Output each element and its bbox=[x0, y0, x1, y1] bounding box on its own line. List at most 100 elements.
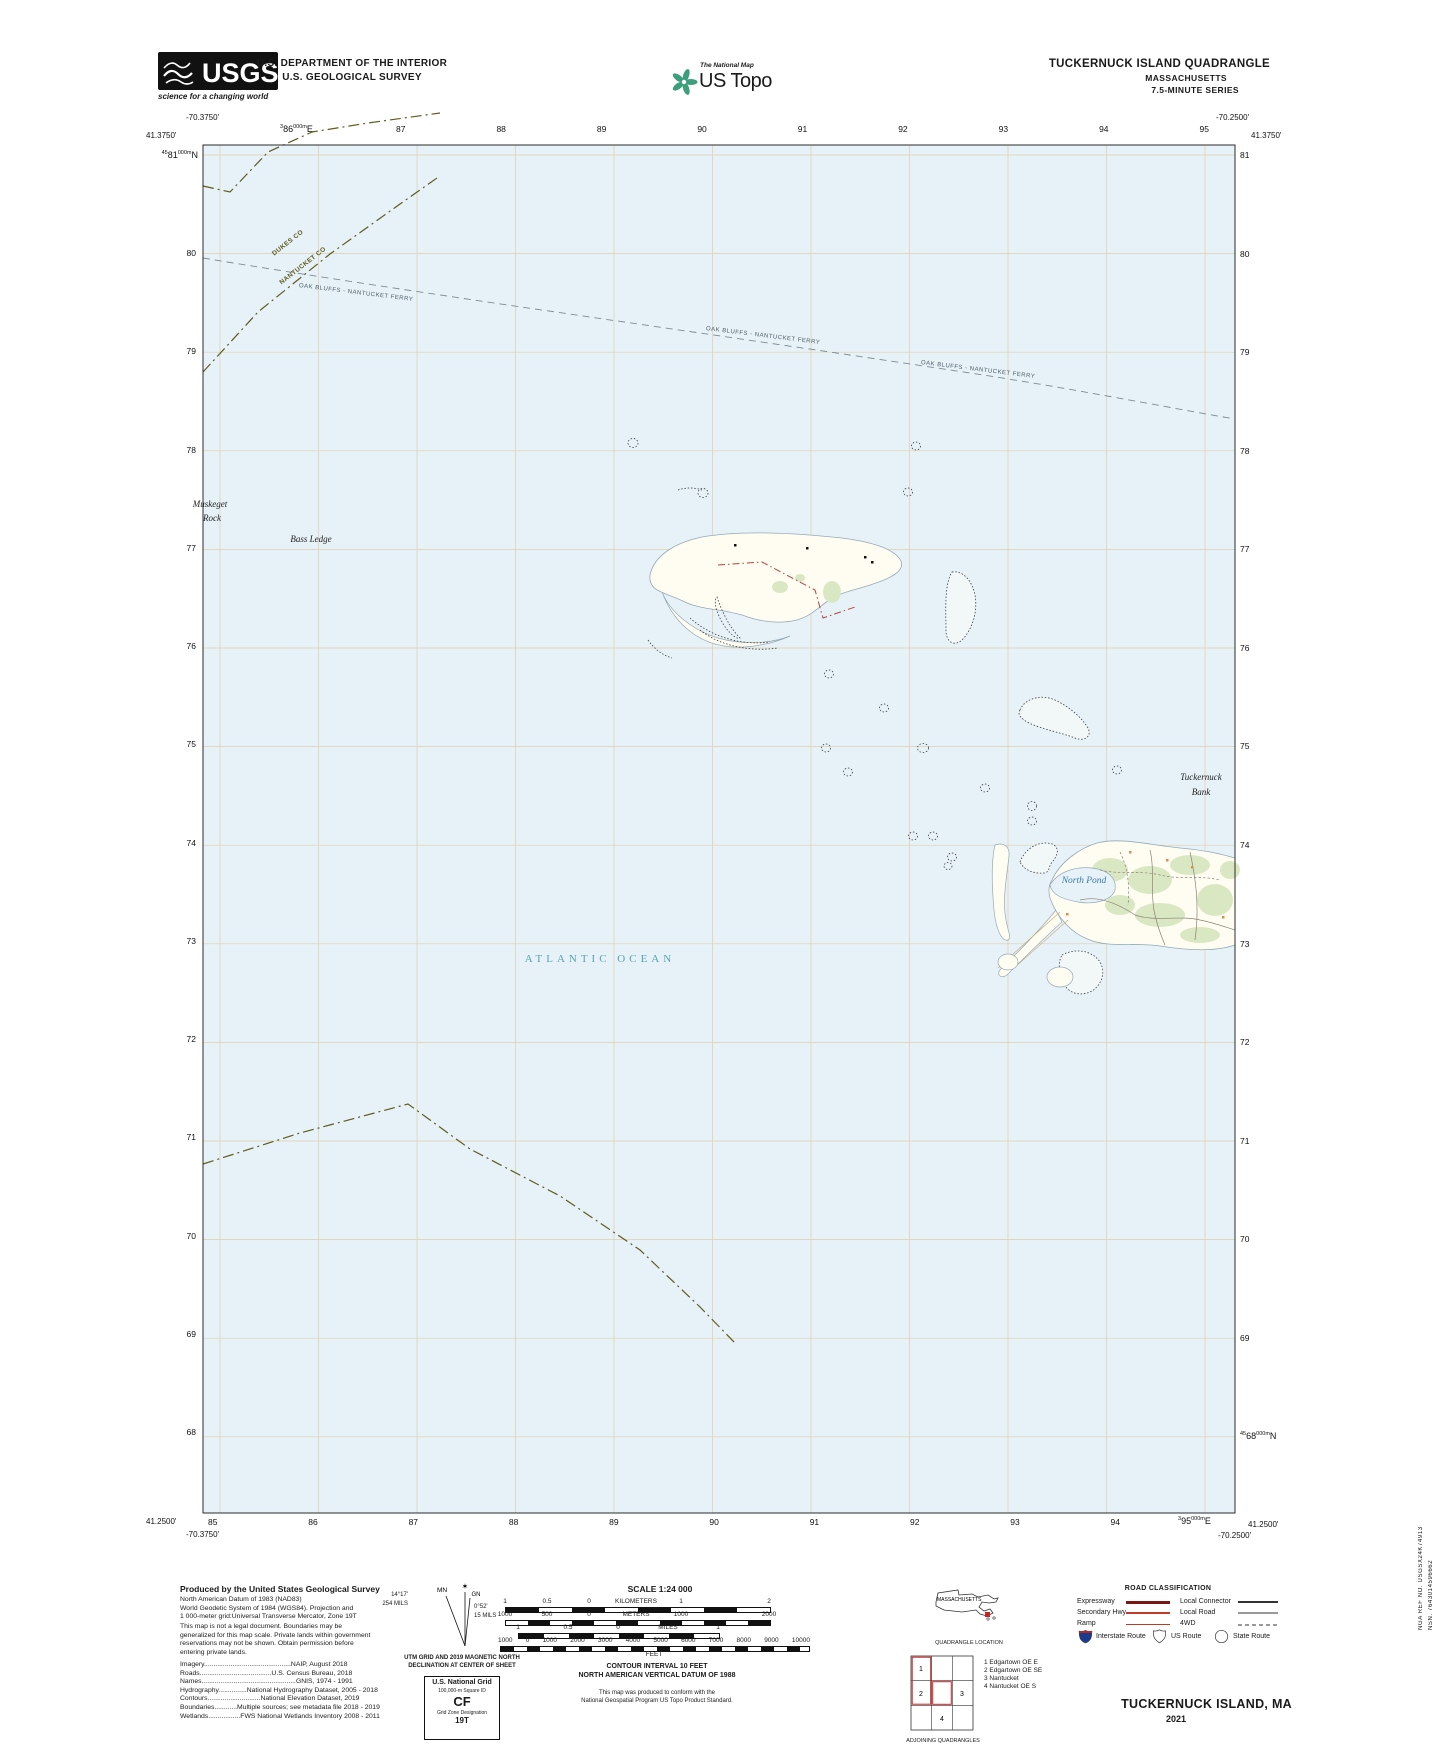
vertical-datum-note: NORTH AMERICAN VERTICAL DATUM OF 1988 bbox=[578, 1672, 736, 1679]
county-boundary-line-north-b bbox=[202, 177, 438, 373]
adjoining-quadrangles-grid: 1 2 3 4 bbox=[910, 1655, 974, 1731]
utm-left-ticks: 80 79 78 77 76 75 74 73 72 71 70 69 68 bbox=[166, 248, 196, 1437]
usng-zone-label: Grid Zone Designation bbox=[436, 1710, 488, 1716]
credit-line: Roads...................................… bbox=[180, 1669, 353, 1677]
scale-ft-label: 8000 bbox=[736, 1637, 751, 1644]
department-line2: U.S. GEOLOGICAL SURVEY bbox=[282, 72, 422, 83]
datum-line: North American Datum of 1983 (NAD83) bbox=[180, 1596, 302, 1603]
utm-tick-label: 74 bbox=[1240, 840, 1250, 851]
utm-tick-label: 94 bbox=[1110, 1517, 1120, 1527]
nsn-code: NSN. 7643014596662 bbox=[1428, 1559, 1434, 1630]
legend-state-route-label: State Route bbox=[1233, 1633, 1270, 1640]
datum-notes: North American Datum of 1983 (NAD83) Worl… bbox=[180, 1596, 420, 1622]
scale-m-label: 500 bbox=[541, 1611, 553, 1618]
declination-caption-1: UTM GRID AND 2019 MAGNETIC NORTH bbox=[404, 1655, 520, 1661]
credit-line: Imagery.................................… bbox=[180, 1661, 348, 1668]
legend-4wd-label: 4WD bbox=[1180, 1620, 1196, 1627]
standard-note-2: National Geospatial Program US Topo Prod… bbox=[581, 1698, 733, 1704]
usng-title: U.S. National Grid bbox=[432, 1679, 492, 1686]
utm-tick-label: 95 bbox=[1199, 124, 1209, 134]
scale-ft-label: 0 bbox=[525, 1637, 530, 1644]
utm-tick-label: 88 bbox=[496, 124, 506, 134]
scale-ft-label: 1000 bbox=[542, 1637, 558, 1644]
utm-tick-label: 88 bbox=[508, 1517, 519, 1527]
tuckernuck-island bbox=[991, 840, 1240, 988]
utm-right-northing: 4568000mN bbox=[1240, 1431, 1277, 1441]
scale-bar-feet bbox=[500, 1646, 810, 1652]
label-bass-ledge: Bass Ledge bbox=[290, 534, 332, 544]
label-atlantic-ocean: ATLANTIC OCEAN bbox=[524, 953, 676, 965]
utm-tick-label: 78 bbox=[186, 444, 196, 455]
scale-km-label: 2 bbox=[767, 1598, 771, 1605]
scale-m-label: 1000 bbox=[497, 1611, 513, 1618]
scale-title: SCALE 1:24 000 bbox=[627, 1584, 693, 1594]
coord-ne-lat: 41.3750' bbox=[1251, 131, 1282, 140]
credit-notes: Imagery.................................… bbox=[180, 1661, 420, 1721]
sheet-year: 2021 bbox=[1165, 1714, 1187, 1724]
utm-tick-label: 73 bbox=[1240, 938, 1250, 949]
utm-tick-label: 80 bbox=[1240, 248, 1250, 259]
scale-mi-word: MILES bbox=[658, 1624, 678, 1631]
adjoining-number-2: 2 bbox=[919, 1691, 923, 1698]
usng-box: U.S. National Grid 100,000-m Square ID C… bbox=[424, 1676, 500, 1740]
adjoining-quad-item: 2 Edgartown OE SE bbox=[984, 1667, 1043, 1674]
legend-local-road-label: Local Road bbox=[1180, 1609, 1216, 1616]
scale-ft-labels: 1000 0 1000 2000 3000 4000 5000 6000 7000 8000 900… bbox=[498, 1637, 810, 1644]
scale-ft-label: 4000 bbox=[625, 1637, 641, 1644]
utm-right-ticks: 81 80 79 78 77 76 75 74 73 72 71 70 69 bbox=[1240, 150, 1270, 1343]
label-muskeget-rock-2: Rock bbox=[203, 513, 221, 523]
utm-tick-label: 80 bbox=[186, 248, 196, 258]
utm-tick-label: 79 bbox=[186, 346, 196, 357]
utm-tick-label: 73 bbox=[186, 935, 196, 946]
datum-line: World Geodetic System of 1984 (WGS84). P… bbox=[180, 1604, 354, 1612]
mn-mils: 254 MILS bbox=[382, 1601, 408, 1607]
true-north-star-icon: ✶ bbox=[462, 1582, 469, 1591]
utm-tick-label: 79 bbox=[1240, 347, 1250, 358]
legend-secondary-line bbox=[1126, 1612, 1170, 1614]
scale-ft-label: 2000 bbox=[570, 1637, 585, 1644]
coord-nw-lat: 41.3750' bbox=[146, 131, 177, 140]
grid-north-label: GN bbox=[472, 1592, 481, 1598]
legal-notes: This map is not a legal document. Bounda… bbox=[180, 1623, 420, 1657]
scale-mi-label: 1 bbox=[516, 1624, 520, 1631]
utm-tick-label: 77 bbox=[1240, 544, 1250, 555]
island-buildings bbox=[1066, 851, 1225, 919]
utm-tick-label: 77 bbox=[186, 542, 196, 553]
quadrangle-title: TUCKERNUCK ISLAND QUADRANGLE bbox=[1048, 58, 1270, 70]
utm-bottom-easting: 395000mE bbox=[1178, 1516, 1211, 1526]
rock-shoal-circles bbox=[627, 438, 1122, 870]
utm-tick-label: 87 bbox=[408, 1517, 419, 1527]
ferry-route-line bbox=[202, 257, 1236, 420]
produced-by-title: Produced by the United States Geological… bbox=[180, 1584, 380, 1594]
scale-ft-label: 9000 bbox=[764, 1637, 779, 1644]
label-muskeget-rock: Muskeget bbox=[192, 499, 228, 509]
scale-ft-label: 3000 bbox=[597, 1637, 613, 1644]
contour-interval-note: CONTOUR INTERVAL 10 FEET bbox=[606, 1663, 708, 1670]
usgs-logo-text: USGS bbox=[202, 58, 279, 88]
scale-km-word: KILOMETERS bbox=[615, 1598, 657, 1605]
scale-ft-label: 5000 bbox=[653, 1637, 668, 1644]
utm-tick-label: 92 bbox=[898, 124, 908, 134]
scale-ft-label: 10000 bbox=[791, 1637, 810, 1644]
utm-tick-label: 90 bbox=[709, 1517, 719, 1527]
scale-ft-label: 6000 bbox=[681, 1637, 696, 1644]
utm-tick-label: 71 bbox=[186, 1132, 196, 1143]
county-boundary-line-north-a bbox=[202, 112, 441, 193]
utm-tick-label: 72 bbox=[186, 1034, 196, 1044]
utm-tick-label: 91 bbox=[809, 1517, 820, 1527]
credit-line: Contours............................Nati… bbox=[180, 1695, 360, 1703]
utm-tick-label: 68 bbox=[186, 1427, 196, 1437]
credit-line: Boundaries............Multiple sources; … bbox=[180, 1703, 380, 1711]
utm-tick-label: 86 bbox=[308, 1517, 318, 1527]
scale-km-label: 0.5 bbox=[542, 1598, 552, 1605]
usng-square-id: CF bbox=[453, 1694, 471, 1709]
north-pond bbox=[1049, 867, 1116, 904]
utm-tick-label: 93 bbox=[998, 124, 1009, 134]
coord-sw-lon: -70.3750' bbox=[186, 1530, 220, 1539]
usgs-tagline: science for a changing world bbox=[158, 92, 269, 101]
scale-ft-label: 7000 bbox=[708, 1637, 724, 1644]
scale-ft-word: FEET bbox=[645, 1651, 663, 1658]
quadrangle-state: MASSACHUSETTS bbox=[1145, 73, 1227, 83]
scale-bar-meters bbox=[505, 1620, 771, 1626]
utm-tick-label: 94 bbox=[1099, 124, 1109, 134]
